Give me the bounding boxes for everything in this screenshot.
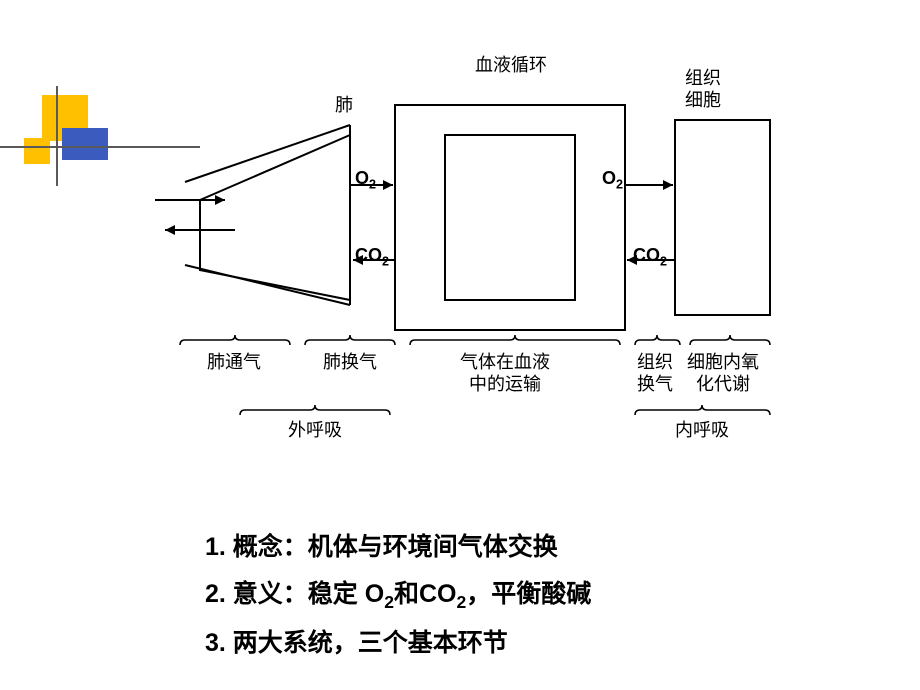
bullet-2: 2. 意义：稳定 O2和CO2，平衡酸碱 (205, 572, 591, 619)
label-co2-right: CO2 (633, 245, 667, 270)
bullet-1: 1. 概念：机体与环境间气体交换 (205, 525, 591, 570)
label-internal-respiration: 内呼吸 (675, 420, 729, 442)
label-gas-transport: 气体在血液 中的运输 (460, 352, 550, 395)
respiration-diagram: 血液循环 肺 组织 细胞 O2 CO2 O2 CO2 肺通气 肺换气 气体在血液… (155, 40, 795, 460)
decoration-yellow-square-small (24, 138, 50, 164)
label-lung: 肺 (335, 95, 353, 117)
label-co2-left: CO2 (355, 245, 389, 270)
bullet-3: 3. 两大系统，三个基本环节 (205, 621, 591, 666)
label-blood-circulation: 血液循环 (475, 55, 547, 77)
bullet-list: 1. 概念：机体与环境间气体交换 2. 意义：稳定 O2和CO2，平衡酸碱 3.… (205, 525, 591, 668)
decoration-yellow-square (42, 95, 88, 141)
label-external-respiration: 外呼吸 (288, 420, 342, 442)
label-lung-exchange: 肺换气 (323, 352, 377, 374)
label-o2-left: O2 (355, 168, 376, 193)
label-o2-right: O2 (602, 168, 623, 193)
label-cell-oxidation: 细胞内氧 化代谢 (687, 352, 759, 395)
label-tissue-exchange: 组织 换气 (637, 352, 673, 395)
label-lung-ventilation: 肺通气 (207, 352, 261, 374)
label-tissue-cells: 组织 细胞 (685, 68, 721, 111)
decoration-blue-square (62, 128, 108, 160)
decoration-vline (56, 86, 58, 186)
